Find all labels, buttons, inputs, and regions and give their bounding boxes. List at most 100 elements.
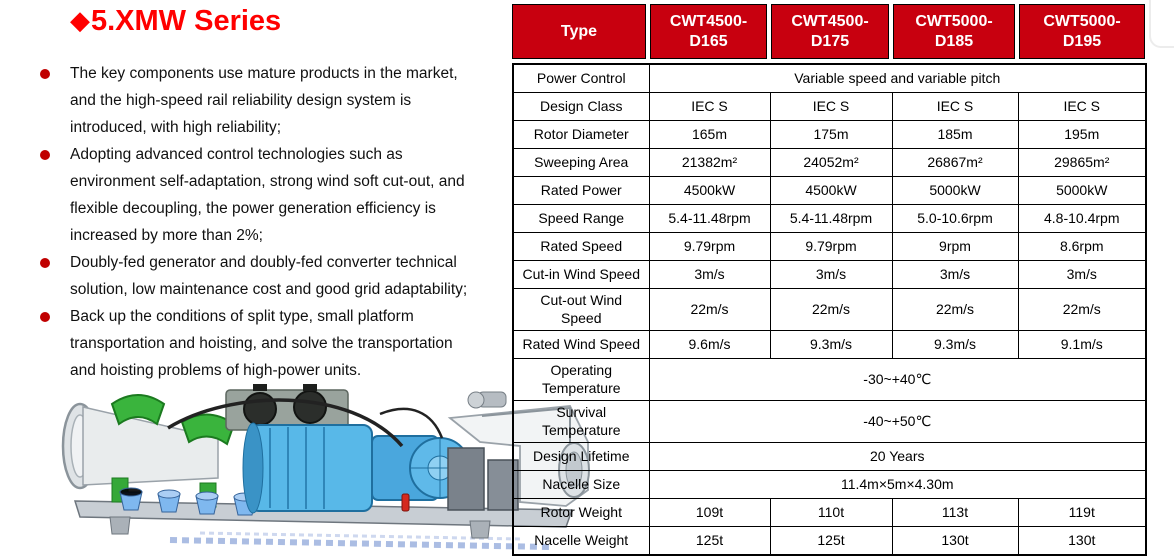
spec-value-span: 11.4m×5m×4.30m [648,470,1147,499]
bullet-text: Back up the conditions of split type, sm… [70,308,453,379]
bullet-text: Adopting advanced control technologies s… [70,146,465,244]
spec-value: 9.3m/s [769,330,893,359]
bullet-text: Doubly-fed generator and doubly-fed conv… [70,254,468,298]
spec-value: 22m/s [648,288,771,331]
spec-row: Rotor Diameter 165m 175m 185m 195m [512,120,1147,149]
spec-row: Cut-in Wind Speed 3m/s 3m/s 3m/s 3m/s [512,260,1147,289]
spec-value: 195m [1017,120,1147,149]
spec-row: Cut-out Wind Speed 22m/s 22m/s 22m/s 22m/s [512,288,1147,331]
model-header: CWT4500-D165 [650,4,767,59]
spec-value: 3m/s [648,260,771,289]
spec-value: IEC S [1017,92,1147,121]
spec-value: 125t [769,526,893,556]
spec-value: 9.6m/s [648,330,771,359]
spec-row: Design Class IEC S IEC S IEC S IEC S [512,92,1147,121]
spec-table: Type CWT4500-D165 CWT4500-D175 CWT5000-D185… [512,4,1147,556]
spec-value: 3m/s [1017,260,1147,289]
spec-value: 3m/s [769,260,893,289]
spec-value: IEC S [769,92,893,121]
spec-value: 9.1m/s [1017,330,1147,359]
spec-value: 5000kW [891,176,1019,205]
spec-row: Operating Temperature -30~+40℃ [512,358,1147,401]
list-item: The key components use mature products i… [40,60,510,141]
spec-value: 9.3m/s [891,330,1019,359]
spec-value: 175m [769,120,893,149]
spec-row: Rotor Weight 109t 110t 113t 119t [512,498,1147,527]
page-title-text: 5.XMW Series [91,5,282,37]
spec-row: Sweeping Area 21382m² 24052m² 26867m² 29865m… [512,148,1147,177]
model-header: CWT5000-D195 [1019,4,1145,59]
spec-value: 21382m² [648,148,771,177]
page-title: ◆5.XMW Series [70,5,281,38]
spec-value: 22m/s [769,288,893,331]
spec-value: 9.79rpm [648,232,771,261]
spec-row-label: Cut-in Wind Speed [512,260,650,289]
spec-value: 24052m² [769,148,893,177]
bullet-text: The key components use mature products i… [70,65,458,136]
spec-row: Power Control Variable speed and variable… [512,63,1147,93]
spec-row-label: Nacelle Size [512,470,650,499]
spec-row: Rated Power 4500kW 4500kW 5000kW 5000kW [512,176,1147,205]
diamond-icon: ◆ [70,5,90,35]
spec-table-body: Power Control Variable speed and variable… [512,63,1147,556]
spec-table-header-row: Type CWT4500-D165 CWT4500-D175 CWT5000-D185… [512,4,1145,59]
spec-row-label: Rotor Weight [512,498,650,527]
spec-row-label: Rated Wind Speed [512,330,650,359]
spec-row-label: Operating Temperature [512,358,650,401]
spec-value: 5.4-11.48rpm [769,204,893,233]
spec-value: 3m/s [891,260,1019,289]
spec-row: Design Lifetime 20 Years [512,442,1147,471]
model-header: CWT5000-D185 [893,4,1015,59]
spec-row-label: Sweeping Area [512,148,650,177]
spec-value: 22m/s [891,288,1019,331]
spec-row: Nacelle Weight 125t 125t 130t 130t [512,526,1147,556]
spec-value: 9rpm [891,232,1019,261]
spec-value: 26867m² [891,148,1019,177]
spec-row: Rated Speed 9.79rpm 9.79rpm 9rpm 8.6rpm [512,232,1147,261]
spec-value: 29865m² [1017,148,1147,177]
feature-bullet-list: The key components use mature products i… [40,60,510,384]
spec-row-label: Survival Temperature [512,400,650,443]
spec-value: 185m [891,120,1019,149]
spec-value: IEC S [891,92,1019,121]
spec-value: 125t [648,526,771,556]
bullet-icon [40,69,50,79]
spec-value: 130t [891,526,1019,556]
spec-row: Survival Temperature -40~+50℃ [512,400,1147,443]
spec-value: 4500kW [648,176,771,205]
type-header: Type [512,4,646,59]
spec-value: 8.6rpm [1017,232,1147,261]
spec-value: 22m/s [1017,288,1147,331]
list-item: Doubly-fed generator and doubly-fed conv… [40,249,510,303]
spec-value-span: -40~+50℃ [648,400,1147,443]
spec-value: 4500kW [769,176,893,205]
spec-value: 110t [769,498,893,527]
spec-row-label: Speed Range [512,204,650,233]
spec-value: 113t [891,498,1019,527]
spec-row-label: Rated Speed [512,232,650,261]
spec-value: 9.79rpm [769,232,893,261]
bullet-icon [40,258,50,268]
spec-row: Rated Wind Speed 9.6m/s 9.3m/s 9.3m/s 9.1m/s [512,330,1147,359]
spec-value: 5.4-11.48rpm [648,204,771,233]
spec-value: 109t [648,498,771,527]
spec-value: 5000kW [1017,176,1147,205]
spec-value-span: Variable speed and variable pitch [648,63,1147,93]
spec-value-span: -30~+40℃ [648,358,1147,401]
spec-value: 5.0-10.6rpm [891,204,1019,233]
bullet-icon [40,150,50,160]
spec-row-label: Rotor Diameter [512,120,650,149]
spec-row: Speed Range 5.4-11.48rpm 5.4-11.48rpm 5.0-1… [512,204,1147,233]
spec-value: 130t [1017,526,1147,556]
spec-value: 4.8-10.4rpm [1017,204,1147,233]
list-item: Back up the conditions of split type, sm… [40,303,510,384]
spec-row: Nacelle Size 11.4m×5m×4.30m [512,470,1147,499]
spec-row-label: Rated Power [512,176,650,205]
spec-row-label: Power Control [512,63,650,93]
spec-value: 119t [1017,498,1147,527]
spec-row-label: Cut-out Wind Speed [512,288,650,331]
bullet-icon [40,312,50,322]
spec-value: IEC S [648,92,771,121]
spec-row-label: Nacelle Weight [512,526,650,556]
spec-row-label: Design Class [512,92,650,121]
